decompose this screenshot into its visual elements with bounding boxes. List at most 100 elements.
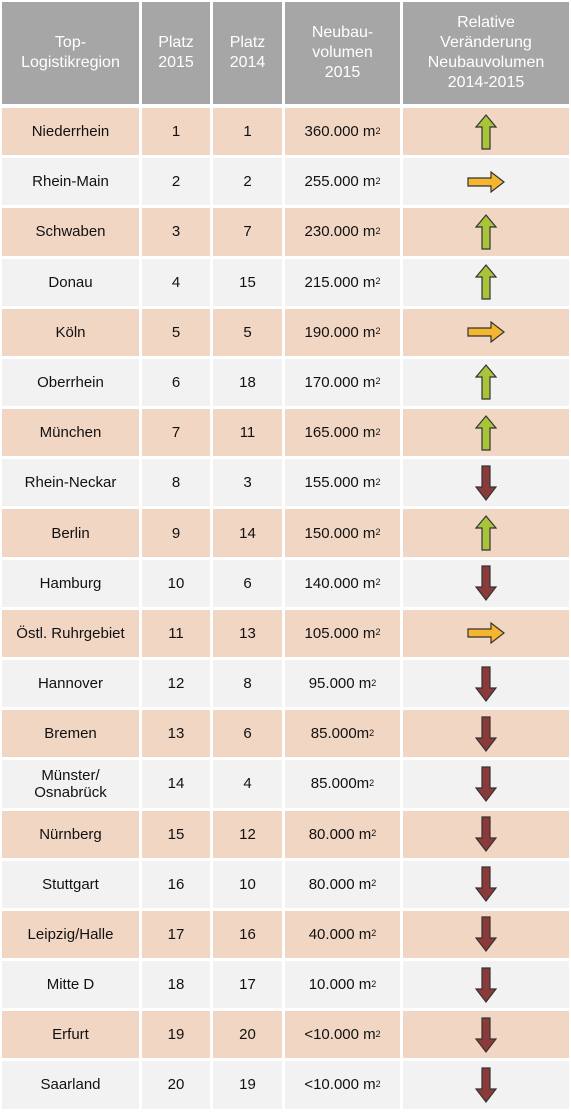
cell-rank-2015: 8 xyxy=(142,459,210,507)
volume-value: 215.000 m xyxy=(304,273,376,291)
arrow-down-icon xyxy=(475,1017,497,1053)
header-rank-2014: Platz 2014 xyxy=(213,2,282,104)
cell-rank-2015: 2 xyxy=(142,158,210,206)
cell-trend xyxy=(403,158,569,206)
volume-value: <10.000 m xyxy=(304,1076,376,1094)
volume-value: 80.000 m xyxy=(308,875,372,893)
arrow-up-icon xyxy=(475,264,497,300)
cell-region: Oberrhein xyxy=(2,358,139,407)
cell-trend xyxy=(403,910,569,959)
arrow-right-icon xyxy=(467,622,505,645)
arrow-down-icon xyxy=(475,665,497,702)
cell-rank-2014: 13 xyxy=(213,609,282,657)
cell-region: Hannover xyxy=(2,659,139,708)
cell-trend xyxy=(403,1011,569,1059)
volume-value: 360.000 m xyxy=(304,123,376,141)
cell-region: Mitte D xyxy=(2,961,139,1009)
cell-trend xyxy=(403,1061,569,1109)
cell-rank-2014: 6 xyxy=(213,559,282,607)
arrow-up-icon xyxy=(475,414,497,451)
arrow-up-icon xyxy=(475,113,497,150)
cell-region: Schwaben xyxy=(2,208,139,256)
cell-rank-2015: 7 xyxy=(142,409,210,457)
cell-rank-2014: 19 xyxy=(213,1061,282,1109)
cell-region: Erfurt xyxy=(2,1011,139,1059)
cell-rank-2014: 8 xyxy=(213,659,282,708)
header-region: Top- Logistikregion xyxy=(2,2,139,104)
volume-value: 150.000 m xyxy=(304,524,376,542)
cell-rank-2014: 11 xyxy=(213,409,282,457)
arrow-down-icon xyxy=(475,1067,497,1103)
cell-region: Nürnberg xyxy=(2,810,139,858)
volume-value: 85.000m xyxy=(310,725,370,743)
cell-region: Leipzig/Halle xyxy=(2,910,139,959)
cell-rank-2014: 4 xyxy=(213,760,282,808)
table-row: Münster/ Osnabrück 14 4 85.000m 2 xyxy=(0,760,571,808)
cell-rank-2015: 12 xyxy=(142,659,210,708)
cell-rank-2015: 19 xyxy=(142,1011,210,1059)
cell-trend xyxy=(403,258,569,306)
volume-value: 140.000 m xyxy=(304,574,376,592)
cell-rank-2014: 6 xyxy=(213,710,282,758)
cell-rank-2015: 20 xyxy=(142,1061,210,1109)
arrow-right-icon xyxy=(467,321,505,344)
cell-trend xyxy=(403,760,569,808)
cell-rank-2015: 17 xyxy=(142,910,210,959)
volume-value: 85.000m xyxy=(310,775,370,793)
volume-value: 105.000 m xyxy=(304,624,376,642)
volume-value: 170.000 m xyxy=(304,373,376,391)
volume-value: 190.000 m xyxy=(304,323,376,341)
cell-region: München xyxy=(2,409,139,457)
cell-rank-2015: 16 xyxy=(142,860,210,908)
cell-rank-2015: 6 xyxy=(142,358,210,407)
volume-value: 255.000 m xyxy=(304,173,376,191)
arrow-right-icon xyxy=(467,170,505,193)
cell-rank-2014: 10 xyxy=(213,860,282,908)
arrow-down-icon xyxy=(475,866,497,903)
cell-rank-2014: 1 xyxy=(213,108,282,156)
cell-trend xyxy=(403,609,569,657)
cell-trend xyxy=(403,860,569,908)
cell-rank-2015: 10 xyxy=(142,559,210,607)
cell-region: Donau xyxy=(2,258,139,306)
cell-trend xyxy=(403,208,569,256)
volume-value: 230.000 m xyxy=(304,223,376,241)
cell-rank-2014: 7 xyxy=(213,208,282,256)
arrow-down-icon xyxy=(475,766,497,802)
cell-trend xyxy=(403,961,569,1009)
arrow-down-icon xyxy=(475,565,497,602)
volume-value: 10.000 m xyxy=(308,976,372,994)
cell-region: Köln xyxy=(2,308,139,356)
header-rank-2015: Platz 2015 xyxy=(142,2,210,104)
cell-rank-2015: 18 xyxy=(142,961,210,1009)
volume-value: 165.000 m xyxy=(304,424,376,442)
cell-region: Berlin xyxy=(2,509,139,557)
cell-trend xyxy=(403,710,569,758)
arrow-down-icon xyxy=(475,716,497,752)
header-volume: Neubau- volumen 2015 xyxy=(285,2,400,104)
cell-rank-2015: 1 xyxy=(142,108,210,156)
cell-region: Hamburg xyxy=(2,559,139,607)
cell-rank-2014: 18 xyxy=(213,358,282,407)
cell-volume: 85.000m 2 xyxy=(285,710,400,758)
cell-trend xyxy=(403,308,569,356)
volume-value: 80.000 m xyxy=(308,825,372,843)
